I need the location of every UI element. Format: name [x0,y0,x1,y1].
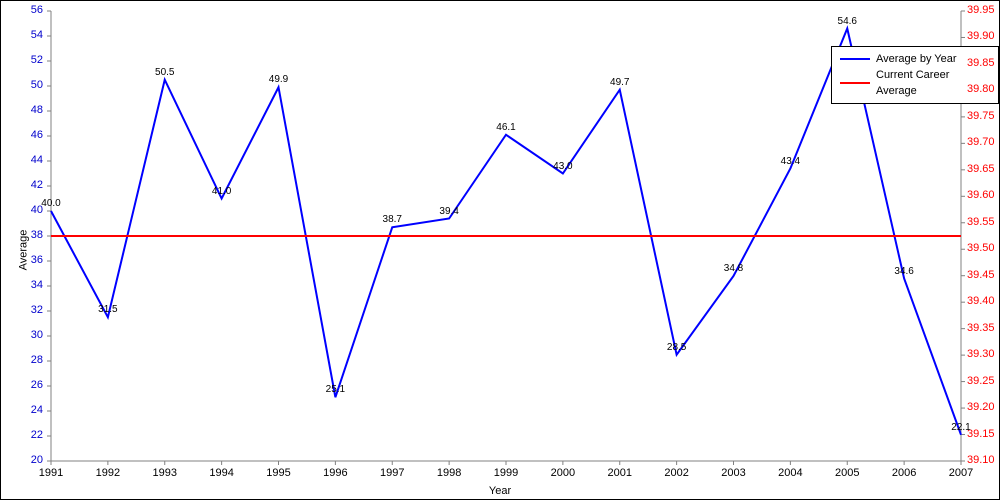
y-right-tick: 39.70 [967,136,995,148]
y-left-tick: 32 [31,304,43,316]
y-left-tick: 46 [31,129,43,141]
x-tick: 1996 [323,467,347,479]
y-left-tick: 26 [31,379,43,391]
data-point-label: 38.7 [383,214,402,225]
y-right-tick: 39.75 [967,110,995,122]
data-point-label: 43.4 [781,156,800,167]
y-left-tick: 20 [31,454,43,466]
data-point-label: 49.7 [610,77,629,88]
y-left-tick: 56 [31,4,43,16]
y-left-tick: 38 [31,229,43,241]
data-point-label: 40.0 [41,198,60,209]
x-tick: 2001 [608,467,632,479]
data-point-label: 43.0 [553,161,572,172]
y-right-tick: 39.15 [967,428,995,440]
y-right-tick: 39.60 [967,189,995,201]
y-right-tick: 39.30 [967,348,995,360]
x-tick: 2004 [778,467,802,479]
y-left-tick: 24 [31,404,43,416]
data-point-label: 39.4 [439,206,458,217]
data-point-label: 34.8 [724,263,743,274]
x-tick: 2005 [835,467,859,479]
x-tick: 1993 [153,467,177,479]
chart-container: Average by YearCurrent Career Average Av… [0,0,1000,500]
data-point-label: 46.1 [496,122,515,133]
y-left-tick: 28 [31,354,43,366]
x-tick: 2006 [892,467,916,479]
x-tick: 1998 [437,467,461,479]
legend-swatch [840,58,870,60]
x-tick: 2002 [664,467,688,479]
y-left-tick: 34 [31,279,43,291]
y-left-tick: 50 [31,79,43,91]
y-left-tick: 44 [31,154,43,166]
y-left-tick: 22 [31,429,43,441]
data-point-label: 28.5 [667,342,686,353]
y-left-tick: 52 [31,54,43,66]
y-axis-label: Average [17,230,29,271]
x-tick: 1994 [209,467,233,479]
x-tick: 1991 [39,467,63,479]
y-right-tick: 39.45 [967,269,995,281]
x-tick: 2000 [551,467,575,479]
y-right-tick: 39.80 [967,83,995,95]
legend-label: Average by Year [876,51,957,67]
y-right-tick: 39.65 [967,163,995,175]
y-right-tick: 39.90 [967,30,995,42]
data-point-label: 49.9 [269,74,288,85]
y-left-tick: 42 [31,179,43,191]
data-point-label: 22.1 [951,422,970,433]
y-left-tick: 30 [31,329,43,341]
x-tick: 1995 [266,467,290,479]
y-right-tick: 39.20 [967,401,995,413]
y-left-tick: 54 [31,29,43,41]
y-right-tick: 39.25 [967,375,995,387]
x-tick: 2007 [949,467,973,479]
y-right-tick: 39.55 [967,216,995,228]
y-right-tick: 39.85 [967,57,995,69]
x-tick: 2003 [721,467,745,479]
y-right-tick: 39.95 [967,4,995,16]
x-tick: 1997 [380,467,404,479]
y-left-tick: 36 [31,254,43,266]
y-right-tick: 39.35 [967,322,995,334]
data-point-label: 41.0 [212,186,231,197]
y-right-tick: 39.10 [967,454,995,466]
data-point-label: 50.5 [155,67,174,78]
y-right-tick: 39.40 [967,295,995,307]
legend-swatch [840,82,870,84]
data-point-label: 54.6 [838,16,857,27]
data-point-label: 25.1 [326,384,345,395]
y-left-tick: 48 [31,104,43,116]
x-tick: 1992 [96,467,120,479]
data-point-label: 31.5 [98,304,117,315]
x-tick: 1999 [494,467,518,479]
data-point-label: 34.6 [894,266,913,277]
x-axis-label: Year [489,485,511,497]
y-right-tick: 39.50 [967,242,995,254]
